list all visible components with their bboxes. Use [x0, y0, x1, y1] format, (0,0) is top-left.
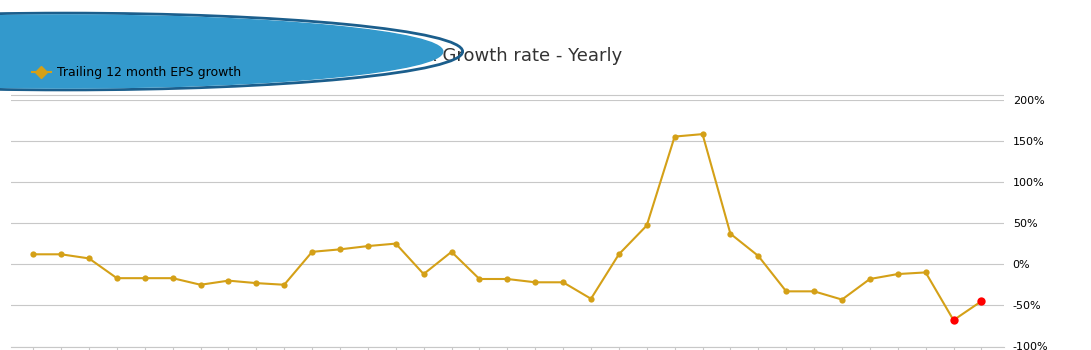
Text: FSLR Growth rate - Yearly: FSLR Growth rate - Yearly — [393, 47, 622, 65]
Legend: Trailing 12 month EPS growth: Trailing 12 month EPS growth — [27, 61, 247, 84]
Text: STOCK TRADERS: STOCK TRADERS — [130, 38, 298, 56]
Circle shape — [0, 15, 443, 88]
